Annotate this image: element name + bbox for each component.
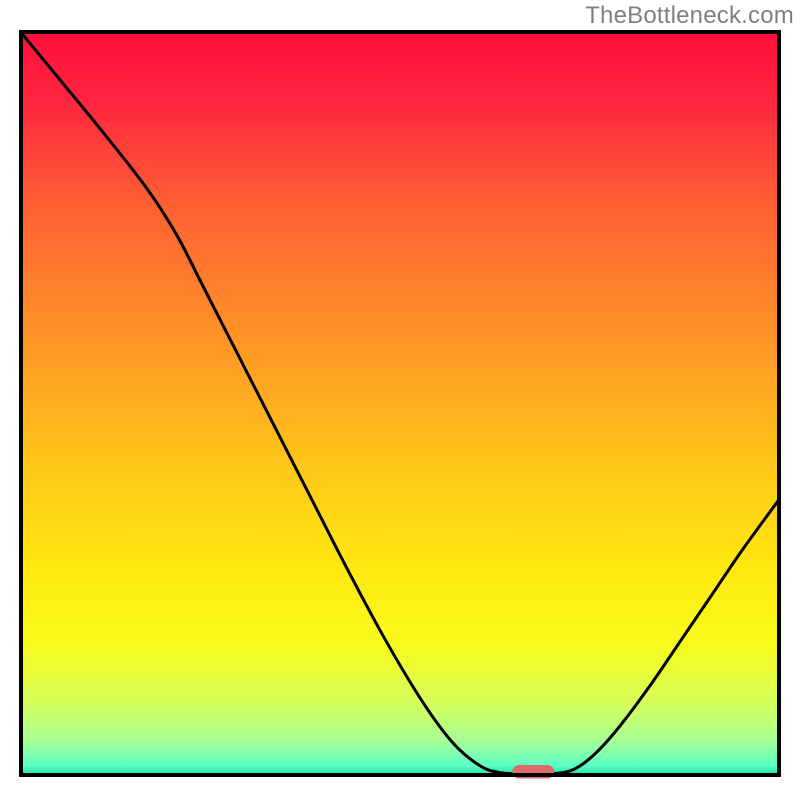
watermark-text: TheBottleneck.com — [585, 2, 794, 30]
bottleneck-chart: TheBottleneck.com — [0, 0, 800, 800]
plot-area — [19, 30, 781, 779]
chart-svg — [0, 0, 800, 800]
